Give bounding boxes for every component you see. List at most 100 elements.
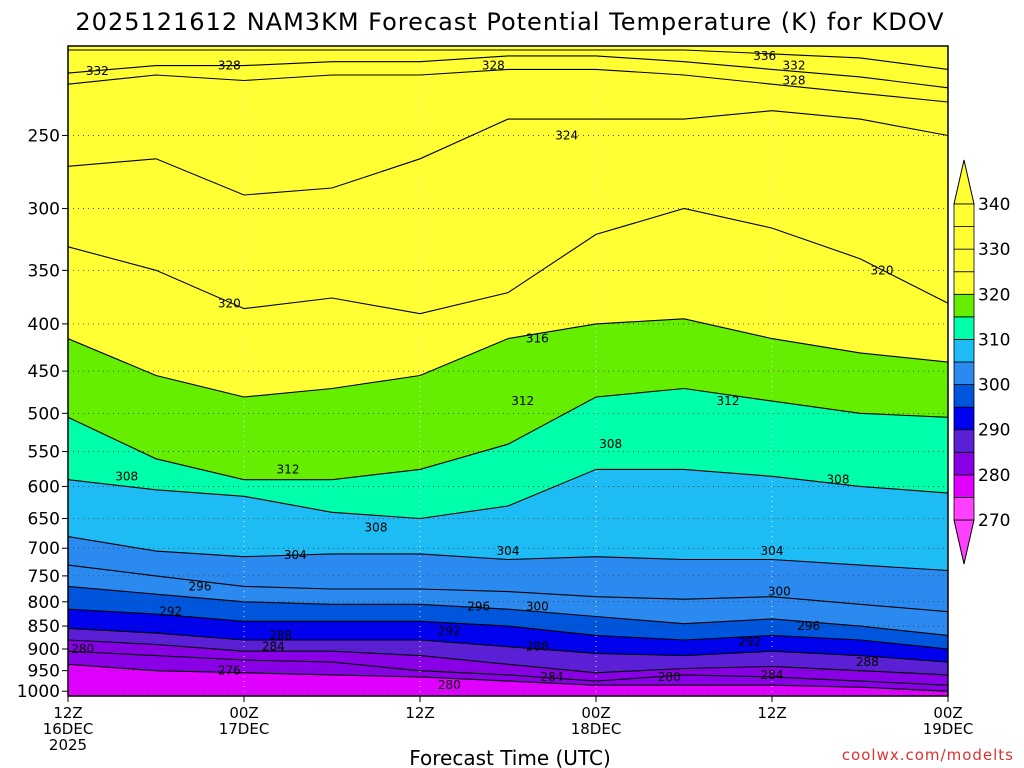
credit-text: coolwx.com/modelts: [842, 746, 1014, 764]
colorbar-box: [953, 406, 975, 431]
contour-label: 284: [761, 668, 784, 682]
contour-label: 308: [115, 469, 138, 483]
y-tick-label: 600: [28, 477, 60, 497]
contour-332: [68, 55, 948, 89]
colorbar-box: [953, 429, 975, 453]
contour-label: 332: [86, 64, 109, 78]
y-tick-label: 400: [28, 315, 60, 335]
y-tick-label: 800: [28, 593, 60, 613]
colorbar-label: 330: [978, 240, 1010, 260]
colorbar-label: 310: [978, 330, 1010, 350]
contour-label: 332: [783, 59, 806, 73]
contour-320: [68, 207, 948, 315]
y-tick-label: 650: [28, 510, 60, 530]
x-tick-label: 12Z: [757, 704, 786, 722]
contour-label: 300: [768, 585, 791, 599]
contour-288: [68, 627, 948, 663]
x-tick-label: 12Z: [405, 704, 434, 722]
x-tick-label: 2025: [49, 736, 87, 754]
y-tick-label: 1000: [17, 682, 60, 702]
y-tick-label: 450: [28, 362, 60, 382]
contour-296: [68, 585, 948, 636]
contour-292: [68, 608, 948, 650]
contour-label: 316: [526, 332, 549, 346]
contour-label: 296: [467, 600, 490, 614]
y-tick-label: 700: [28, 539, 60, 559]
colorbar-box: [953, 339, 975, 363]
contour-label: 328: [218, 59, 241, 73]
contour-label: 284: [262, 640, 285, 654]
colorbar-box: [953, 293, 975, 318]
contour-label: 328: [783, 74, 806, 88]
contour-label: 292: [438, 624, 461, 638]
x-tick-label: 00Z: [229, 704, 258, 722]
contour-label: 304: [497, 544, 520, 558]
x-tick-label: 18DEC: [571, 720, 622, 738]
colorbar-arrow-bottom: [953, 519, 975, 565]
contour-label: 312: [511, 394, 534, 408]
colorbar-arrow-top: [953, 159, 975, 205]
contour-label: 280: [71, 642, 94, 656]
contour-312: [68, 387, 948, 481]
colorbar-box: [953, 451, 975, 476]
contour-304: [68, 536, 948, 572]
contour-label: 308: [365, 521, 388, 535]
band-below-276: [68, 664, 948, 696]
y-tick-label: 950: [28, 662, 60, 682]
y-tick-label: 750: [28, 567, 60, 587]
contour-label: 320: [218, 296, 241, 310]
contour-label: 284: [541, 670, 564, 684]
colorbar-box: [953, 384, 975, 408]
y-tick-label: 850: [28, 617, 60, 637]
colorbar-box: [953, 203, 975, 227]
contour-label: 304: [761, 544, 784, 558]
colorbar-box: [953, 361, 975, 385]
contour-label: 320: [871, 263, 894, 277]
chart-title: 2025121612 NAM3KM Forecast Potential Tem…: [75, 8, 944, 36]
contour-lines: [68, 49, 948, 692]
contour-324: [68, 110, 948, 196]
contour-label: 304: [284, 548, 307, 562]
y-axis: 250 300 350 400 450 500 550 600 650 700 750 800 850 9…: [17, 126, 68, 702]
x-axis-label: Forecast Time (UTC): [409, 746, 611, 768]
contour-284: [68, 639, 948, 676]
contour-label: 336: [753, 49, 776, 63]
x-tick-label: 16DEC: [43, 720, 94, 738]
colorbar-label: 290: [978, 421, 1010, 441]
contour-280: [68, 650, 948, 686]
contour-328: [68, 68, 948, 103]
colorbar-box: [953, 497, 975, 521]
x-tick-label: 00Z: [581, 704, 610, 722]
y-tick-label: 300: [28, 200, 60, 220]
colorbar-label: 320: [978, 285, 1010, 305]
y-tick-label: 350: [28, 261, 60, 281]
contour-label: 280: [658, 670, 681, 684]
contour-label: 296: [189, 579, 212, 593]
colorbar-label: 280: [978, 466, 1010, 486]
y-tick-label: 250: [28, 126, 60, 146]
colorbar-label: 300: [978, 376, 1010, 396]
contour-label: 296: [797, 619, 820, 633]
colorbar-box: [953, 226, 975, 250]
contour-label: 292: [159, 605, 182, 619]
x-tick-label: 12Z: [53, 704, 82, 722]
y-tick-label: 550: [28, 443, 60, 463]
contour-label: 288: [269, 628, 292, 642]
contour-label: 288: [526, 640, 549, 654]
contour-label: 276: [218, 664, 241, 678]
contour-label: 308: [827, 473, 850, 487]
contour-label: 280: [438, 678, 461, 692]
y-tick-label: 500: [28, 404, 60, 424]
contour-336: [68, 49, 948, 70]
colorbar: 270 280 290 300 310 320 330 340: [953, 159, 1010, 565]
x-tick-label: 00Z: [933, 704, 962, 722]
contour-label: 324: [555, 128, 578, 142]
contour-label: 312: [277, 462, 300, 476]
contour-label: 288: [856, 655, 879, 669]
contour-label: 312: [717, 394, 740, 408]
contour-308: [68, 468, 948, 520]
